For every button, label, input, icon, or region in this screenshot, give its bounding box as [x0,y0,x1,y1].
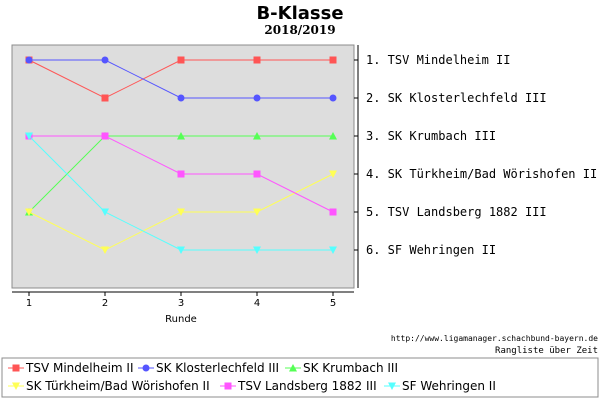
data-point-sk-krumbach-iii [329,132,337,140]
x-ticks: 1 2 3 4 5 [26,292,336,309]
plot-area [11,44,355,289]
data-point-sk-t-rkheim-bad-w-rishofen-ii [253,208,261,216]
legend-item-sk-krumbach-iii: SK Krumbach III [285,361,398,375]
legend-label: TSV Landsberg 1882 III [237,379,377,393]
legend-item-tsv-landsberg-1882-iii: TSV Landsberg 1882 III [220,379,377,393]
series-sk-t-rkheim-bad-w-rishofen-ii [25,170,337,254]
legend [1,357,599,398]
rank-label: 4. SK Türkheim/Bad Wörishofen II [366,167,597,181]
source-url: http://www.ligamanager.schachbund-bayern… [391,334,598,343]
chart-subtitle: 2018/2019 [264,23,335,37]
legend-swatch-marker [289,364,297,372]
x-axis-label: Runde [165,314,197,325]
data-point-sk-krumbach-iii [253,132,261,140]
x-tick-label: 5 [330,298,336,309]
rank-label: 3. SK Krumbach III [366,129,496,143]
data-point-sk-t-rkheim-bad-w-rishofen-ii [101,246,109,254]
data-point-tsv-mindelheim-ii [329,56,337,64]
data-point-sf-wehringen-ii [101,208,109,216]
data-point-sf-wehringen-ii [25,132,33,140]
x-tick-label: 3 [178,298,184,309]
x-tick-label: 4 [254,298,260,309]
data-point-tsv-landsberg-1882-iii [253,170,261,178]
data-point-sk-krumbach-iii [177,132,185,140]
data-point-sf-wehringen-ii [253,246,261,254]
data-point-sf-wehringen-ii [177,246,185,254]
legend-item-tsv-mindelheim-ii: TSV Mindelheim II [8,361,134,375]
data-point-sk-klosterlechfeld-iii [329,94,337,102]
footer-label: Rangliste über Zeit [495,346,598,356]
data-point-sk-klosterlechfeld-iii [177,94,185,102]
legend-item-sk-klosterlechfeld-iii: SK Klosterlechfeld III [138,361,279,375]
data-point-tsv-landsberg-1882-iii [101,132,109,140]
legend-label: SK Krumbach III [303,361,398,375]
legend-swatch-marker [388,382,396,390]
data-point-sk-klosterlechfeld-iii [101,56,109,64]
legend-swatch-marker [12,364,20,372]
data-point-tsv-landsberg-1882-iii [329,208,337,216]
chart-title: B-Klasse [256,3,343,24]
data-point-sk-t-rkheim-bad-w-rishofen-ii [25,208,33,216]
series-layer [25,56,337,254]
x-tick-label: 1 [26,298,32,309]
rank-label: 6. SF Wehringen II [366,243,496,257]
data-point-sk-klosterlechfeld-iii [25,56,33,64]
legend-label: SK Klosterlechfeld III [156,361,279,375]
data-point-sk-t-rkheim-bad-w-rishofen-ii [177,208,185,216]
data-point-sk-klosterlechfeld-iii [253,94,261,102]
x-tick-label: 2 [102,298,108,309]
rank-labels: 1. TSV Mindelheim II 2. SK Klosterlechfel… [366,53,597,257]
legend-label: TSV Mindelheim II [25,361,134,375]
rank-label: 2. SK Klosterlechfeld III [366,91,547,105]
legend-swatch-marker [12,382,20,390]
series-sf-wehringen-ii [25,132,337,254]
legend-item-sf-wehringen-ii: SF Wehringen II [384,379,496,393]
data-point-tsv-mindelheim-ii [253,56,261,64]
data-point-tsv-mindelheim-ii [177,56,185,64]
series-sk-klosterlechfeld-iii [25,56,337,102]
data-point-tsv-landsberg-1882-iii [177,170,185,178]
legend-items: TSV Mindelheim II SK Klosterlechfeld III S… [8,361,496,393]
legend-swatch-marker [142,364,150,372]
legend-item-sk-t-rkheim-bad-w-rishofen-ii: SK Türkheim/Bad Wörishofen II [8,379,210,393]
data-point-sk-t-rkheim-bad-w-rishofen-ii [329,170,337,178]
data-point-sf-wehringen-ii [329,246,337,254]
rank-label: 5. TSV Landsberg 1882 III [366,205,547,219]
data-point-tsv-mindelheim-ii [101,94,109,102]
legend-swatch-marker [224,382,232,390]
y-ticks [354,59,358,251]
rank-label: 1. TSV Mindelheim II [366,53,511,67]
legend-label: SK Türkheim/Bad Wörishofen II [26,379,210,393]
legend-label: SF Wehringen II [402,379,496,393]
